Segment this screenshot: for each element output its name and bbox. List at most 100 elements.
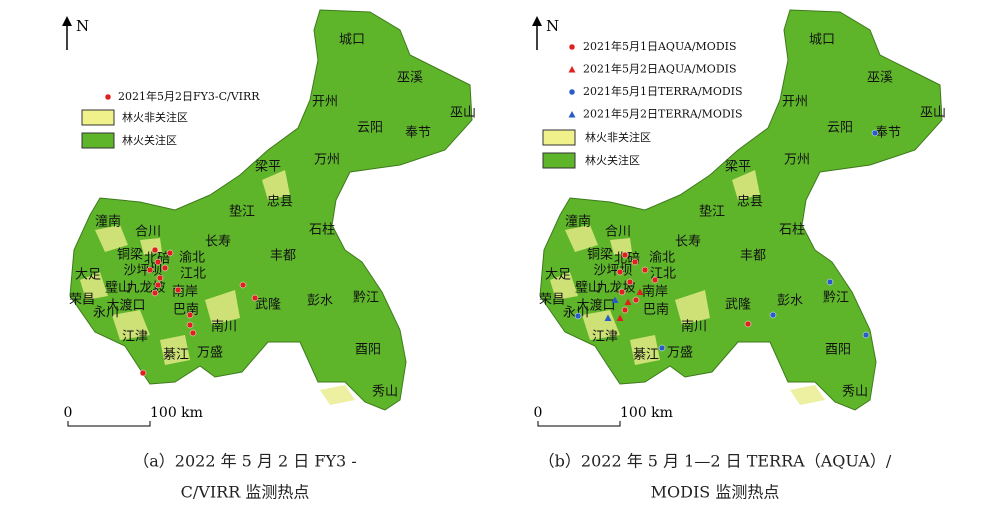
non-focus-area bbox=[160, 335, 190, 365]
district-label: 大渡口 bbox=[576, 298, 615, 314]
hotspot bbox=[151, 246, 159, 254]
district-label: 忠县 bbox=[737, 195, 763, 210]
hotspot bbox=[826, 278, 834, 286]
non-focus-area bbox=[732, 170, 760, 200]
district-label: 武隆 bbox=[255, 298, 281, 313]
legend-label: 林火关注区 bbox=[585, 153, 640, 167]
hotspot bbox=[636, 288, 644, 295]
district-label: 綦江 bbox=[633, 348, 659, 363]
district-label: 长寿 bbox=[675, 235, 701, 250]
hotspot bbox=[626, 278, 634, 286]
legend-label: 2021年5月1日TERRA/MODIS bbox=[583, 84, 743, 98]
hotspot bbox=[186, 311, 194, 319]
district-label: 潼南 bbox=[95, 214, 121, 230]
map-panel: 城口巫溪开州巫山云阳奉节梁平万州垫江忠县潼南合川长寿石柱铜梁北碚渝北丰都大足沙坪… bbox=[62, 9, 476, 502]
non-focus-area bbox=[205, 290, 240, 325]
district-label: 奉节 bbox=[875, 126, 901, 141]
district-label: 荣昌 bbox=[69, 293, 95, 308]
legend-swatch bbox=[542, 152, 576, 169]
caption-line: MODIS 监测热点 bbox=[651, 483, 780, 502]
legend-marker bbox=[104, 93, 112, 101]
district-label: 黔江 bbox=[353, 291, 379, 306]
hotspot bbox=[239, 281, 247, 289]
district-label: 璧山 bbox=[105, 280, 131, 296]
district-label: 武隆 bbox=[725, 298, 751, 313]
hotspot bbox=[154, 281, 162, 289]
district-label: 九龙坡 bbox=[596, 281, 635, 296]
non-focus-area bbox=[112, 310, 150, 340]
district-label: 荣昌 bbox=[539, 293, 565, 308]
non-focus-area bbox=[610, 238, 632, 255]
hotspot bbox=[604, 314, 612, 321]
hotspot bbox=[156, 274, 164, 282]
district-label: 大渡口 bbox=[106, 298, 145, 314]
scale-bar bbox=[537, 421, 621, 427]
district-label: 万州 bbox=[314, 153, 340, 168]
caption-line: （b）2022 年 5 月 1—2 日 TERRA（AQUA）/ bbox=[539, 452, 892, 471]
district-label: 万盛 bbox=[197, 346, 223, 361]
district-label: 江津 bbox=[122, 330, 148, 345]
district-label: 城口 bbox=[809, 33, 835, 48]
hotspot bbox=[189, 329, 197, 337]
district-label: 大足 bbox=[75, 268, 101, 283]
hotspot bbox=[146, 266, 154, 274]
district-label: 南川 bbox=[211, 319, 237, 335]
district-label: 城口 bbox=[339, 33, 365, 48]
district-label: 合川 bbox=[605, 225, 631, 240]
hotspot bbox=[154, 258, 162, 266]
non-focus-area bbox=[80, 272, 108, 300]
district-label: 永川 bbox=[563, 306, 589, 321]
hotspot bbox=[616, 268, 624, 276]
caption-line: C/VIRR 监测热点 bbox=[181, 483, 310, 502]
north-label: N bbox=[76, 17, 89, 35]
legend-marker bbox=[568, 111, 576, 118]
hotspot bbox=[174, 286, 182, 294]
hotspot bbox=[166, 249, 174, 257]
hotspot bbox=[151, 289, 159, 297]
hotspot bbox=[161, 264, 169, 272]
district-label: 梁平 bbox=[725, 160, 751, 175]
legend-label: 2021年5月1日AQUA/MODIS bbox=[583, 39, 737, 53]
hotspot bbox=[621, 251, 629, 259]
district-label: 酉阳 bbox=[355, 343, 381, 358]
district-label: 南岸 bbox=[642, 284, 668, 300]
legend-label: 林火非关注区 bbox=[122, 110, 188, 124]
scale-length: 100 km bbox=[620, 405, 673, 421]
map-area bbox=[539, 9, 943, 411]
district-label: 永川 bbox=[93, 306, 119, 321]
legend-marker bbox=[568, 88, 576, 96]
district-label: 铜梁 bbox=[587, 248, 613, 263]
hotspot bbox=[616, 314, 624, 321]
hotspot bbox=[618, 288, 626, 296]
district-label: 大足 bbox=[545, 268, 571, 283]
district-label: 长寿 bbox=[205, 235, 231, 250]
district-label: 沙坪坝 bbox=[123, 264, 162, 279]
hotspot bbox=[744, 320, 752, 328]
district-label: 潼南 bbox=[565, 214, 591, 230]
hotspot bbox=[624, 298, 632, 305]
district-label: 綦江 bbox=[163, 348, 189, 363]
non-focus-area bbox=[565, 225, 598, 252]
hotspot bbox=[769, 311, 777, 319]
legend-label: 林火关注区 bbox=[122, 133, 177, 147]
legend-label: 2021年5月2日AQUA/MODIS bbox=[583, 62, 737, 76]
north-arrow-head bbox=[62, 16, 72, 26]
district-label: 奉节 bbox=[405, 126, 431, 141]
hotspot bbox=[186, 321, 194, 329]
north-label: N bbox=[546, 17, 559, 35]
district-label: 巫溪 bbox=[397, 71, 423, 86]
legend-label: 林火非关注区 bbox=[585, 130, 651, 144]
district-label: 垫江 bbox=[229, 204, 255, 220]
district-label: 巫山 bbox=[450, 106, 476, 121]
district-label: 黔江 bbox=[823, 291, 849, 306]
non-focus-area bbox=[320, 385, 355, 405]
map-area bbox=[69, 9, 473, 411]
district-label: 酉阳 bbox=[825, 343, 851, 358]
district-label: 万盛 bbox=[667, 346, 693, 361]
district-label: 合川 bbox=[135, 225, 161, 240]
district-label: 石柱 bbox=[779, 223, 805, 238]
district-label: 开州 bbox=[782, 95, 808, 110]
district-label: 彭水 bbox=[307, 294, 333, 309]
district-label: 巫溪 bbox=[867, 71, 893, 86]
district-label: 云阳 bbox=[357, 121, 383, 136]
